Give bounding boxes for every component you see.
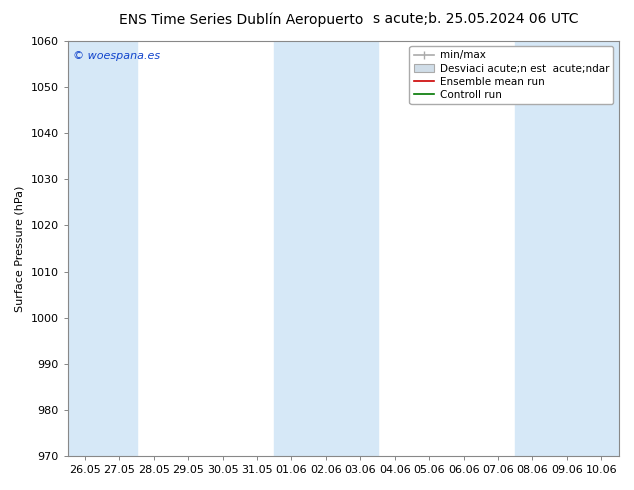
Text: s acute;b. 25.05.2024 06 UTC: s acute;b. 25.05.2024 06 UTC	[373, 12, 578, 26]
Legend: min/max, Desviaci acute;n est  acute;ndar, Ensemble mean run, Controll run: min/max, Desviaci acute;n est acute;ndar…	[410, 46, 613, 104]
Text: ENS Time Series Dublín Aeropuerto: ENS Time Series Dublín Aeropuerto	[119, 12, 363, 27]
Bar	[515, 41, 619, 456]
Text: © woespana.es: © woespana.es	[73, 51, 160, 61]
Bar	[275, 41, 378, 456]
Y-axis label: Surface Pressure (hPa): Surface Pressure (hPa)	[15, 185, 25, 312]
Bar	[68, 41, 136, 456]
